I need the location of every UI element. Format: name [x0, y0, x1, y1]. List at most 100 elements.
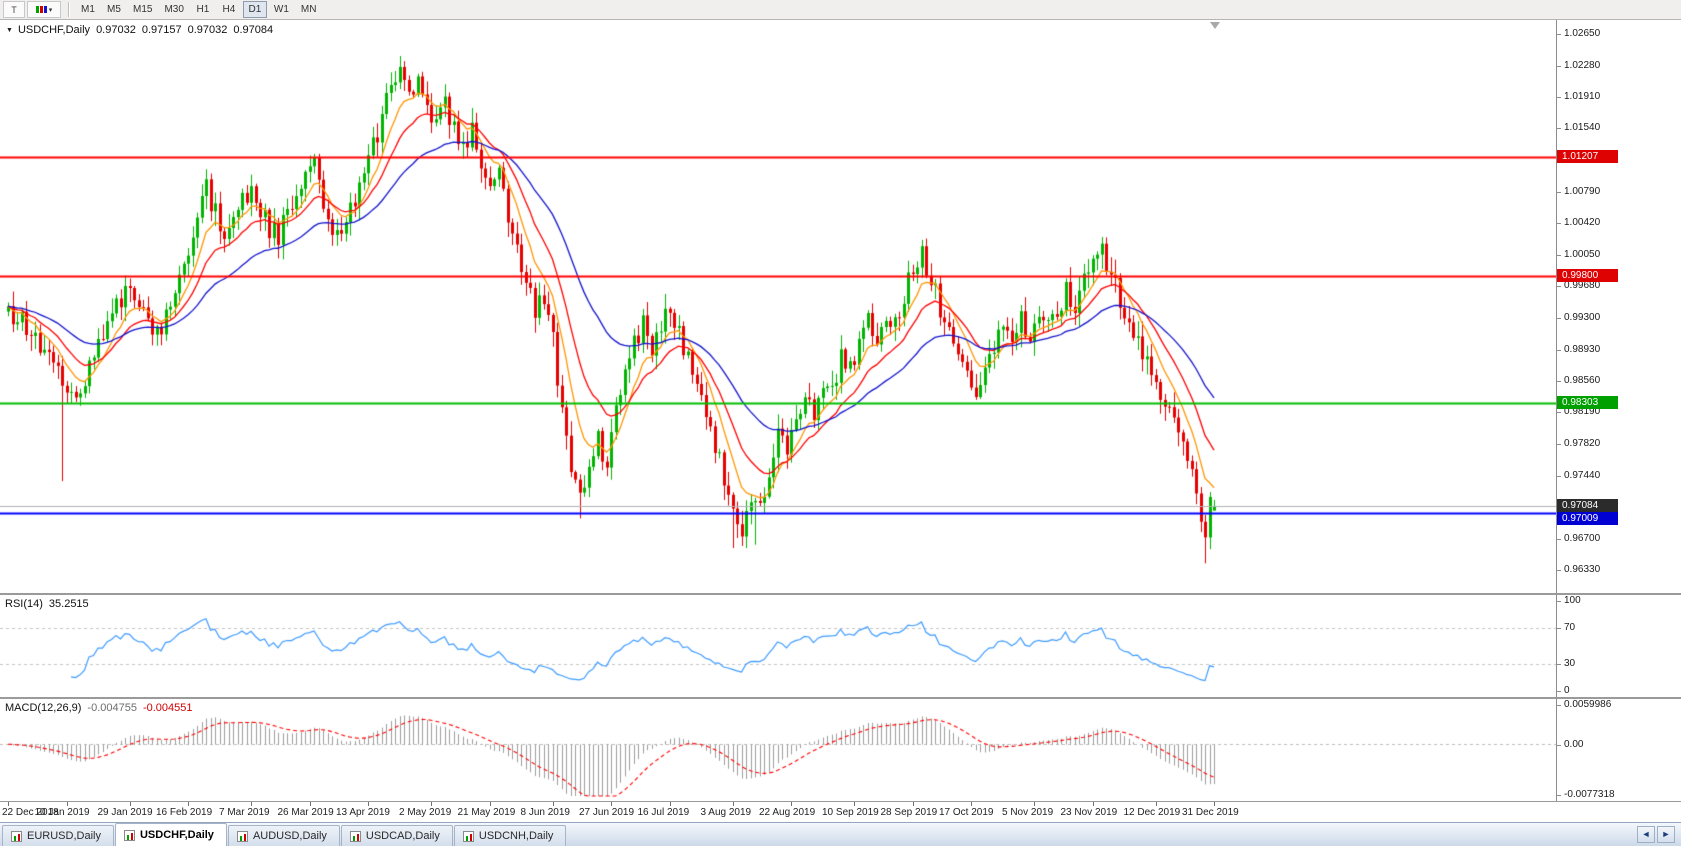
indicators-dropdown-button[interactable]: ▾ — [27, 1, 61, 18]
price-chart-panel: ▼ USDCHF,Daily 0.97032 0.97157 0.97032 0… — [0, 20, 1681, 593]
rsi-axis[interactable]: 100 70 30 0 — [1556, 595, 1681, 697]
timeframe-button-m15[interactable]: M15 — [128, 1, 157, 18]
date-label: 27 Jun 2019 — [579, 807, 635, 818]
chart-tab-icon — [11, 830, 22, 842]
price-chart-canvas[interactable] — [0, 20, 1556, 593]
date-tick — [971, 802, 972, 806]
ohlc-close: 0.97084 — [233, 24, 274, 36]
macd-name: MACD(12,26,9) — [5, 702, 82, 714]
date-label: 22 Dec 2018 — [2, 807, 59, 818]
chart-tab-icon — [349, 830, 361, 842]
macd-axis-label: -0.0077318 — [1557, 789, 1615, 800]
macd-axis-label: 0.00 — [1556, 738, 1584, 750]
macd-axis[interactable]: 0.0059986 0.00 -0.0077318 — [1556, 699, 1681, 801]
rsi-value: 35.2515 — [48, 598, 89, 610]
date-label: 7 Mar 2019 — [219, 807, 270, 818]
ohlc-high: 0.97157 — [141, 24, 182, 36]
date-tick — [130, 802, 131, 806]
rsi-panel: RSI(14) 35.2515 100 70 30 0 — [0, 595, 1681, 697]
price-badge: 0.97009 — [1557, 512, 1618, 525]
date-tick — [431, 802, 432, 806]
chart-collapse-icon[interactable]: ▼ — [6, 26, 13, 34]
chart-tab-eurusd[interactable]: EURUSD,Daily — [2, 825, 114, 846]
chart-tab-usdcad[interactable]: USDCAD,Daily — [340, 825, 453, 846]
timeframe-button-m5[interactable]: M5 — [102, 1, 126, 18]
date-label: 29 Jan 2019 — [97, 807, 153, 818]
date-tick — [1093, 802, 1094, 806]
date-label: 10 Jan 2019 — [34, 807, 90, 818]
date-tick — [553, 802, 554, 806]
rsi-chart-canvas[interactable] — [0, 595, 1556, 697]
templates-button[interactable]: T — [3, 1, 25, 18]
date-tick — [1214, 802, 1215, 806]
price-axis-label: 1.00420 — [1556, 217, 1601, 229]
date-tick — [188, 802, 189, 806]
date-tick — [913, 802, 914, 806]
price-axis-label: 0.98930 — [1556, 343, 1601, 355]
tab-scroll-right-button[interactable]: ► — [1657, 826, 1675, 843]
price-badge: 0.98303 — [1557, 396, 1618, 409]
date-tick — [1156, 802, 1157, 806]
chart-symbol-label: USDCHF,Daily — [17, 24, 91, 36]
macd-chart-canvas[interactable] — [0, 699, 1556, 801]
date-tick — [1034, 802, 1035, 806]
indicator-color-icon — [39, 6, 43, 13]
timeframe-button-h4[interactable]: H4 — [217, 1, 241, 18]
date-label: 17 Oct 2019 — [939, 807, 994, 818]
rsi-axis-label: 0 — [1557, 685, 1570, 696]
panel-separator — [0, 801, 1681, 802]
chart-tab-audusd[interactable]: AUDUSD,Daily — [227, 825, 340, 846]
macd-panel: MACD(12,26,9) -0.004755 -0.004551 0.0059… — [0, 699, 1681, 801]
chart-tab-icon — [123, 829, 135, 841]
date-label: 23 Nov 2019 — [1060, 807, 1118, 818]
toolbar-separator — [68, 2, 70, 17]
timeframe-button-w1[interactable]: W1 — [269, 1, 294, 18]
timeframe-button-d1[interactable]: D1 — [242, 1, 267, 18]
price-axis-label: 0.98560 — [1556, 375, 1601, 387]
timeframe-button-h1[interactable]: H1 — [191, 1, 215, 18]
timeframe-button-m1[interactable]: M1 — [76, 1, 100, 18]
date-label: 21 May 2019 — [457, 807, 516, 818]
date-label: 13 Apr 2019 — [336, 807, 390, 818]
chart-tab-label: EURUSD,Daily — [27, 830, 101, 842]
templates-icon: T — [11, 4, 17, 15]
toolbar: T ▾ M1 M5 M15 M30 H1 H4 D1 W1 MN — [0, 0, 1681, 20]
timeframe-button-mn[interactable]: MN — [296, 1, 322, 18]
chart-tab-label: USDCNH,Daily — [478, 830, 554, 842]
date-tick — [670, 802, 671, 806]
date-label: 12 Dec 2019 — [1123, 807, 1181, 818]
date-label: 26 Mar 2019 — [277, 807, 334, 818]
date-label: 16 Feb 2019 — [156, 807, 213, 818]
chart-tab-bar: EURUSD,Daily USDCHF,Daily AUDUSD,Daily USDC… — [0, 822, 1681, 846]
date-tick — [251, 802, 252, 806]
price-axis[interactable]: 1.02650 1.02280 1.01910 1.01540 1.00790 1.004… — [1556, 20, 1681, 593]
rsi-name: RSI(14) — [5, 598, 43, 610]
price-axis-label: 1.02650 — [1556, 28, 1601, 40]
chart-tab-usdcnh[interactable]: USDCNH,Daily — [453, 825, 567, 846]
rsi-axis-label: 100 — [1557, 595, 1581, 606]
tab-scroll-left-button[interactable]: ◄ — [1637, 826, 1655, 843]
price-axis-label: 0.99300 — [1556, 312, 1601, 324]
price-axis-label: 0.99680 — [1556, 280, 1601, 292]
panel-separator[interactable] — [0, 593, 1681, 595]
chart-tab-label: USDCAD,Daily — [365, 830, 440, 842]
timeframe-button-group: M1 M5 M15 M30 H1 H4 D1 W1 MN — [75, 1, 322, 18]
panel-separator[interactable] — [0, 697, 1681, 699]
chart-shift-marker[interactable] — [1210, 22, 1220, 29]
date-label: 22 Aug 2019 — [759, 807, 816, 818]
chart-tab-icon — [236, 830, 248, 842]
timeframe-button-m30[interactable]: M30 — [159, 1, 188, 18]
chart-tab-usdchf[interactable]: USDCHF,Daily — [114, 823, 227, 846]
date-tick — [611, 802, 612, 806]
time-axis[interactable]: 22 Dec 2018 10 Jan 2019 29 Jan 2019 16 Feb … — [0, 802, 1681, 822]
price-axis-label: 1.00050 — [1556, 248, 1601, 260]
price-axis-label: 1.01540 — [1556, 122, 1601, 134]
price-axis-label: 0.96330 — [1556, 564, 1601, 576]
ohlc-open: 0.97032 — [96, 24, 136, 36]
chart-tabs: EURUSD,Daily USDCHF,Daily AUDUSD,Daily USDC… — [2, 823, 567, 846]
price-badge: 1.01207 — [1557, 150, 1618, 163]
tab-scroll-controls: ◄ ► — [1637, 826, 1681, 846]
indicator-color-icon — [35, 6, 39, 13]
price-axis-label: 0.97440 — [1556, 470, 1601, 482]
